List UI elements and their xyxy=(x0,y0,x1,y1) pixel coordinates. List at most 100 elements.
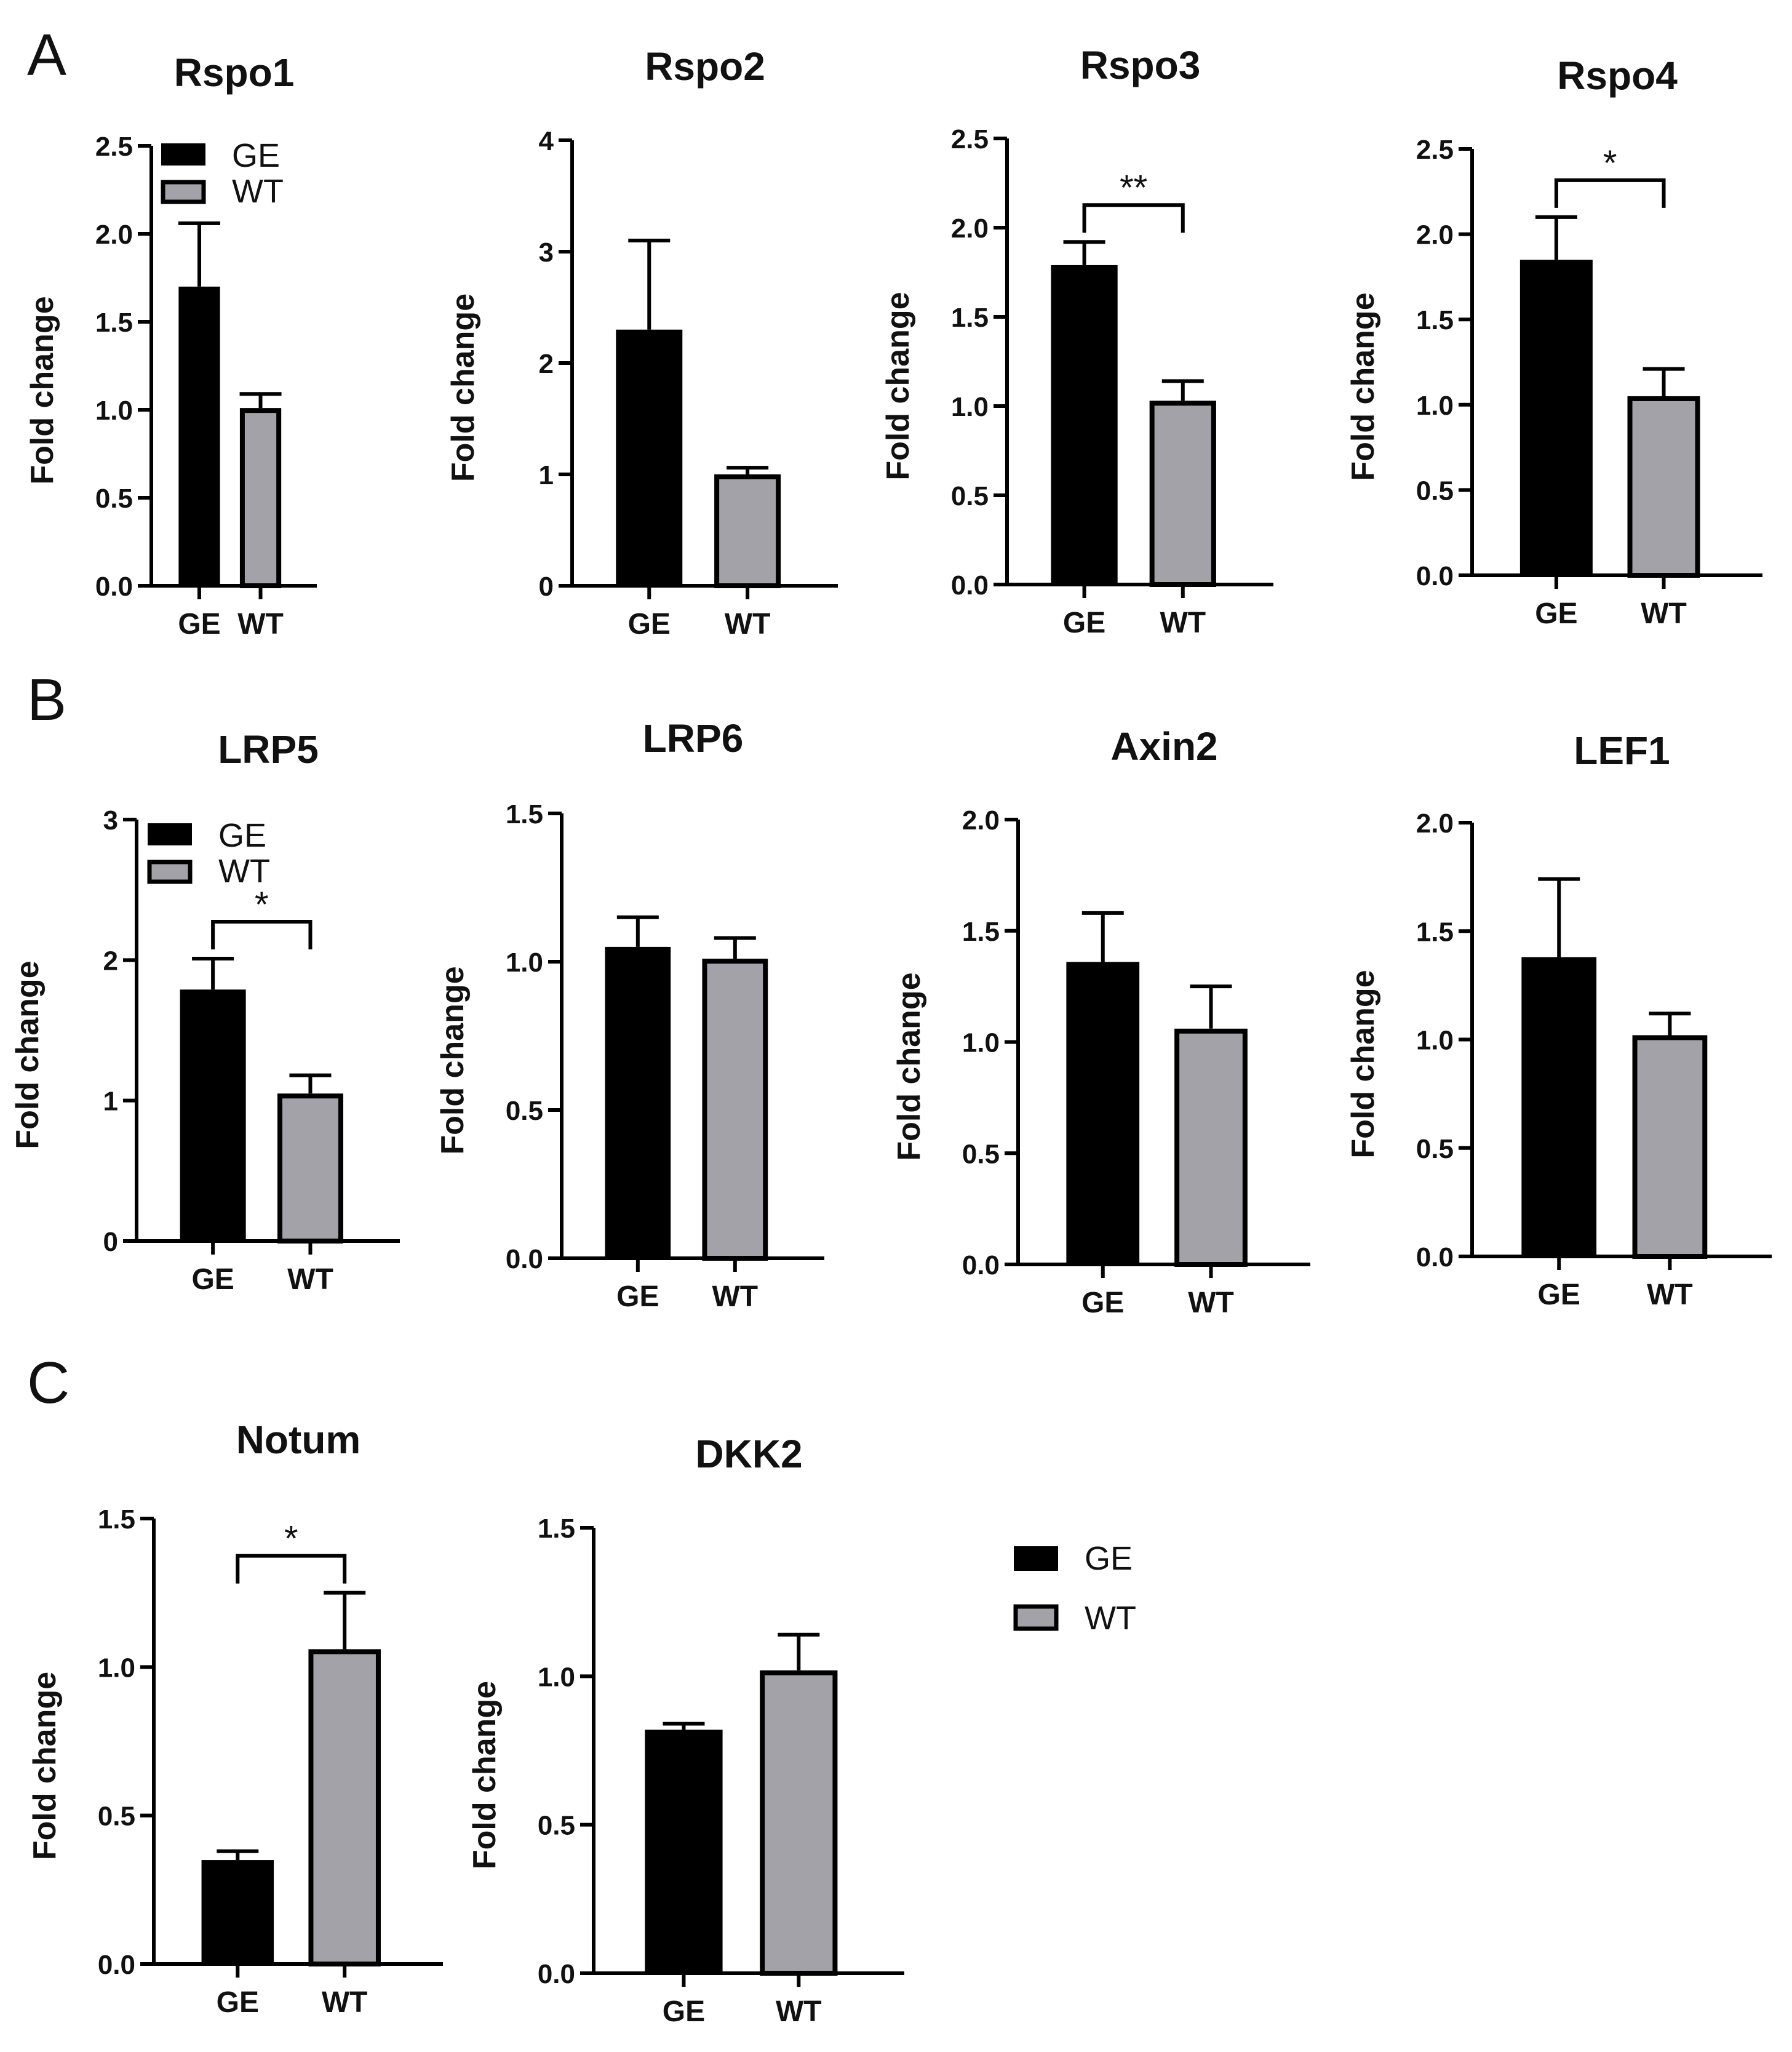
bar-ge xyxy=(178,287,220,586)
y-tick-label: 1.5 xyxy=(98,1504,135,1535)
chart-rspo4: Rspo4 Fold change 0.0 0.5 1.0 1.5 2.0 2.5 GE WT * xyxy=(1345,54,1762,630)
bar-wt xyxy=(311,1651,378,1964)
panel-letter-b: B xyxy=(27,667,66,733)
legend-swatch-wt xyxy=(149,862,190,882)
bar-ge xyxy=(1051,265,1117,585)
bar-wt xyxy=(717,477,778,586)
legend-label-wt: WT xyxy=(232,173,284,210)
y-tick-label: 1.5 xyxy=(95,308,133,338)
y-axis-label: Fold change xyxy=(27,1672,63,1860)
y-tick-label: 4 xyxy=(539,126,554,156)
y-tick-label: 1.5 xyxy=(962,917,1000,947)
significance-label: * xyxy=(1603,143,1617,183)
x-tick-label-wt: WT xyxy=(1188,1287,1234,1319)
x-tick-label-ge: GE xyxy=(1538,1279,1580,1311)
legend-label-ge: GE xyxy=(232,137,280,174)
y-tick-label: 2.0 xyxy=(1416,220,1454,250)
y-axis-label: Fold change xyxy=(25,296,60,484)
bar-wt xyxy=(1152,403,1214,585)
x-tick-label-wt: WT xyxy=(322,1986,368,2019)
bar-wt xyxy=(762,1673,835,1973)
bar-ge xyxy=(1066,962,1139,1264)
y-tick-label: 0.5 xyxy=(1416,1134,1454,1164)
y-tick-label: 1.0 xyxy=(1416,1026,1454,1056)
standalone-legend: GE WT xyxy=(1014,1540,1136,1637)
legend-swatch-wt xyxy=(163,182,204,202)
y-tick-label: 1.5 xyxy=(1416,917,1454,947)
y-tick-label: 2.5 xyxy=(951,124,989,154)
y-tick-label: 2 xyxy=(103,946,118,976)
y-tick-label: 1 xyxy=(103,1087,118,1117)
y-tick-label: 0.5 xyxy=(506,1096,543,1126)
y-tick-label: 0.5 xyxy=(1416,476,1454,506)
x-tick-label-ge: GE xyxy=(1535,597,1577,630)
legend-label-wt: WT xyxy=(218,853,270,890)
y-tick-label: 2.0 xyxy=(951,214,989,244)
significance-bracket xyxy=(1556,180,1664,208)
y-tick-label: 1.5 xyxy=(538,1514,575,1544)
x-tick-label-wt: WT xyxy=(1647,1279,1693,1311)
y-tick-label: 1.0 xyxy=(1416,391,1454,421)
y-tick-label: 1.0 xyxy=(98,1653,135,1683)
x-tick-label-wt: WT xyxy=(1641,597,1687,630)
y-tick-label: 2.5 xyxy=(1416,135,1454,165)
y-axis-label: Fold change xyxy=(435,966,471,1154)
y-tick-label: 2.0 xyxy=(95,220,133,250)
significance-label: * xyxy=(284,1519,298,1559)
chart-axin2: Axin2 Fold change 0.0 0.5 1.0 1.5 2.0 GE WT xyxy=(891,724,1310,1319)
chart-title: DKK2 xyxy=(695,1432,802,1476)
y-tick-label: 0.5 xyxy=(95,484,133,514)
bar-ge xyxy=(202,1860,274,1964)
significance-bracket xyxy=(237,1556,344,1584)
y-tick-label: 1.0 xyxy=(962,1028,1000,1058)
y-tick-label: 1.5 xyxy=(1416,305,1454,335)
y-axis-label: Fold change xyxy=(467,1681,503,1869)
y-tick-label: 0.0 xyxy=(506,1244,543,1274)
x-tick-label-ge: GE xyxy=(191,1263,234,1296)
y-tick-label: 0.5 xyxy=(98,1802,135,1832)
bar-ge xyxy=(605,947,671,1258)
bar-wt xyxy=(242,410,279,586)
y-tick-label: 1.0 xyxy=(506,948,543,978)
y-tick-label: 3 xyxy=(539,238,554,268)
legend-swatch-ge xyxy=(1014,1546,1058,1571)
chart-title: LEF1 xyxy=(1574,729,1670,773)
bar-wt xyxy=(1177,1031,1245,1264)
y-tick-label: 0.5 xyxy=(538,1811,575,1841)
bar-ge xyxy=(180,989,246,1241)
bar-wt xyxy=(280,1096,341,1241)
y-axis-label: Fold change xyxy=(10,960,46,1149)
chart-title: Notum xyxy=(236,1418,361,1462)
chart-rspo2: Rspo2 Fold change 0 1 2 3 4 GE WT xyxy=(445,44,838,641)
y-tick-label: 1.0 xyxy=(538,1662,575,1692)
chart-lef1: LEF1 Fold change 0.0 0.5 1.0 1.5 2.0 GE WT xyxy=(1345,729,1772,1311)
y-tick-label: 0.0 xyxy=(98,1950,135,1980)
x-tick-label-ge: GE xyxy=(616,1280,659,1313)
chart-title: LRP6 xyxy=(643,716,744,761)
y-tick-label: 0.0 xyxy=(951,570,989,601)
chart-title: LRP5 xyxy=(218,727,319,772)
chart-title: Axin2 xyxy=(1110,724,1217,769)
legend-label-ge: GE xyxy=(218,817,266,854)
y-tick-label: 0.0 xyxy=(1416,561,1454,591)
x-tick-label-wt: WT xyxy=(725,608,771,641)
y-tick-label: 3 xyxy=(103,805,118,836)
x-tick-label-ge: GE xyxy=(1081,1287,1124,1319)
y-tick-label: 1 xyxy=(539,460,554,490)
chart-lrp6: LRP6 Fold change 0.0 0.5 1.0 1.5 GE WT xyxy=(435,716,824,1313)
y-tick-label: 2.0 xyxy=(962,805,1000,836)
bar-ge xyxy=(645,1730,722,1973)
bar-wt xyxy=(1630,399,1698,575)
significance-bracket xyxy=(1085,205,1183,233)
panel-letter-a: A xyxy=(27,22,66,88)
panel-letter-c: C xyxy=(27,1350,70,1416)
y-tick-label: 2.5 xyxy=(95,132,133,162)
x-tick-label-ge: GE xyxy=(1063,607,1105,639)
legend-swatch-ge xyxy=(148,823,192,845)
y-tick-label: 0 xyxy=(103,1227,118,1257)
chart-dkk2: DKK2 Fold change 0.0 0.5 1.0 1.5 GE WT xyxy=(467,1432,904,2028)
